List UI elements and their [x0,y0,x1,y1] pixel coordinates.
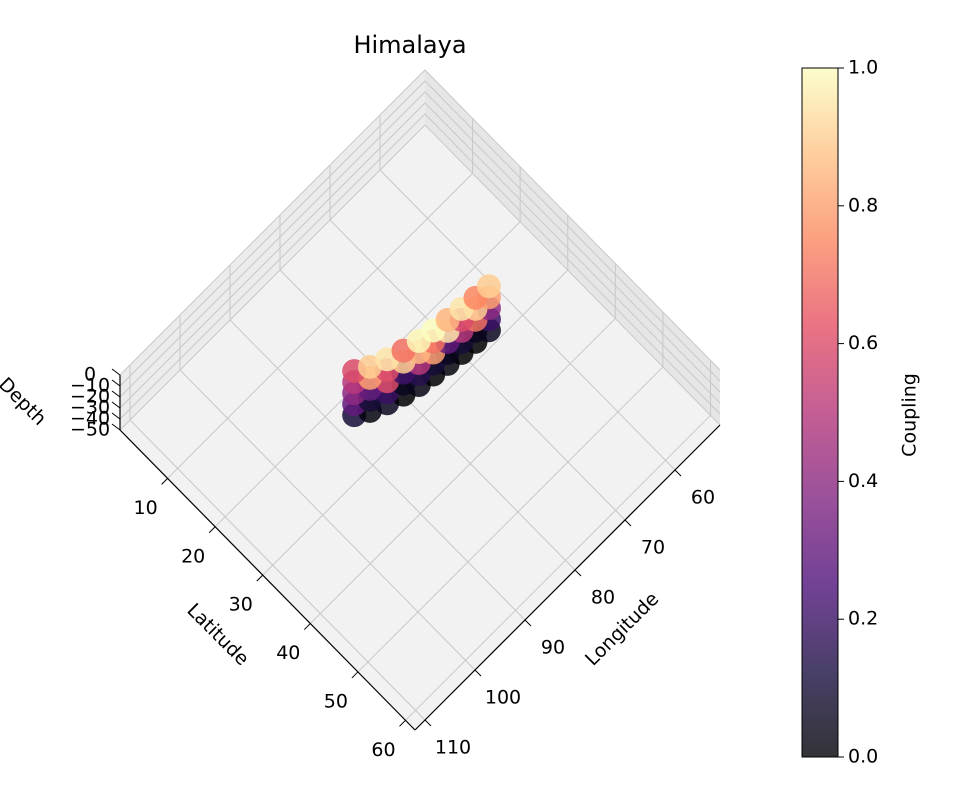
grid-line [329,219,626,521]
tick-mark [624,519,632,527]
z-tick-label: −20 [70,386,110,408]
tick-mark [111,401,121,409]
y-tick-label: 50 [324,690,348,712]
grid-line [279,269,576,571]
tick-mark [208,526,216,534]
tick-mark [424,719,432,727]
axis-line [414,424,721,731]
tick-mark [256,574,264,582]
grid-line [119,113,721,420]
colorbar-label: Coupling [899,373,921,457]
colorbar-tick-label: 0.4 [848,470,878,492]
grid-line [357,366,664,673]
z-tick-label: −40 [70,408,110,430]
x-tick-label: 70 [641,537,665,559]
tick-mark [574,569,582,577]
grid-line [119,80,721,387]
z-tick-label: 0 [84,364,96,386]
colorbar-tick-label: 0.8 [848,194,878,216]
z-tick-label: −50 [70,419,110,441]
tick-mark [161,478,168,485]
back-pane [425,70,720,425]
grid-line [119,124,721,431]
tick-mark [111,423,121,431]
grid-line [129,419,426,721]
x-tick-label: 90 [541,637,565,659]
grid-line [119,91,721,398]
y-tick-label: 40 [276,642,300,664]
z-axis-label: Depth [0,373,51,429]
axis-line [119,429,416,731]
grid-line [379,169,676,471]
x-tick-label: 60 [691,487,715,509]
grid-line [262,269,569,576]
tick-mark [111,412,121,420]
grid-line [119,102,721,409]
colorbar-tick-label: 1.0 [848,57,878,79]
tick-mark [474,669,482,677]
tick-mark [111,379,121,387]
grid-line [179,369,476,671]
y-tick-label: 20 [181,545,205,567]
data-point [476,274,501,299]
grid-line [309,318,616,624]
tick-mark [351,671,359,679]
y-tick-label: 10 [133,497,157,519]
tick-mark [303,623,311,630]
grid-line [405,414,711,721]
colorbar [801,67,839,758]
tick-mark [524,619,532,627]
grid-line [119,69,721,376]
tick-mark [399,719,406,727]
tick-mark [111,390,121,398]
z-tick-label: −10 [70,375,110,397]
floor-pane [120,125,720,730]
colorbar-tick-label: 0.2 [848,608,878,630]
grid-line [167,173,473,479]
y-tick-label: 60 [371,739,395,761]
tick-mark [111,368,121,376]
x-tick-label: 100 [485,687,521,709]
colorbar-tick-label: 0.6 [848,332,878,354]
chart-title: Himalaya [353,31,466,59]
tick-mark [674,469,682,477]
back-pane [120,70,425,430]
grid-line [229,319,526,621]
x-tick-label: 80 [591,587,615,609]
colorbar-tick-label: 0.0 [848,746,878,768]
y-tick-label: 30 [229,594,253,616]
x-tick-label: 110 [435,737,471,759]
z-tick-label: −30 [70,397,110,419]
